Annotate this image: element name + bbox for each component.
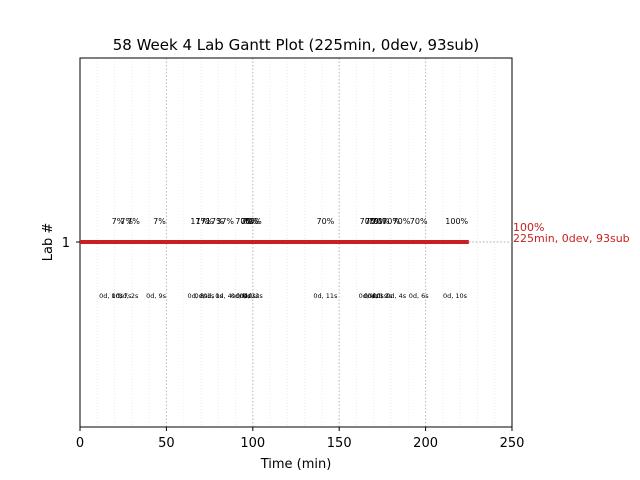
duration-label: 0d, 4s: [386, 292, 407, 300]
x-axis-label: Time (min): [260, 457, 332, 472]
progress-label: 70%: [244, 217, 262, 226]
end-label-percent: 100%: [513, 221, 544, 234]
duration-label: 0d, 2s: [243, 292, 264, 300]
progress-label: 17%: [190, 217, 208, 226]
progress-label: 70%: [368, 217, 386, 226]
chart-title: 58 Week 4 Lab Gantt Plot (225min, 0dev, …: [113, 36, 480, 54]
y-tick-label: 1: [62, 236, 70, 251]
duration-label: 0d, 2s: [118, 292, 139, 300]
progress-label: 70%: [242, 217, 260, 226]
x-tick-label: 150: [327, 436, 352, 451]
progress-label: 17%: [196, 217, 214, 226]
end-label-detail: 225min, 0dev, 93sub: [513, 232, 630, 245]
duration-label: 0d, 1s: [194, 292, 215, 300]
duration-label: 0d, 11s: [313, 292, 338, 300]
progress-label: 70%: [410, 217, 428, 226]
duration-label: 0d, 9s: [146, 292, 167, 300]
duration-label: 0d, 8s: [188, 292, 209, 300]
x-axis-ticks: 0 50 100 150 200 250: [76, 427, 525, 451]
duration-label: 0d, 3s: [372, 292, 393, 300]
progress-label: 70%: [235, 217, 253, 226]
progress-label: 7%: [153, 217, 166, 226]
progress-label: 7%: [127, 217, 140, 226]
duration-label: 0d, 10s: [99, 292, 124, 300]
duration-label: 0d, 4s: [231, 292, 252, 300]
progress-label: 17%: [206, 217, 224, 226]
duration-label: 0d, 6s: [409, 292, 430, 300]
duration-label: 0d, 4s: [359, 292, 380, 300]
progress-label: 7%: [120, 217, 133, 226]
x-tick-label: 200: [413, 436, 438, 451]
x-tick-label: 250: [500, 436, 525, 451]
progress-label: 70%: [316, 217, 334, 226]
duration-label: 0d, 10s: [443, 292, 468, 300]
x-tick-label: 50: [158, 436, 175, 451]
progress-label: 70%: [365, 217, 383, 226]
duration-label: 0d, 0s: [236, 292, 257, 300]
duration-label: 0d, 7s: [112, 292, 133, 300]
progress-label: 100%: [445, 217, 468, 226]
progress-label: 70%: [240, 217, 258, 226]
duration-label: 0d, 0s: [364, 292, 385, 300]
progress-label: 70%: [393, 217, 411, 226]
duration-label: 0d, 4s: [215, 292, 236, 300]
progress-label: 70%: [382, 217, 400, 226]
x-tick-label: 0: [76, 436, 84, 451]
progress-label: 70%: [372, 217, 390, 226]
duration-label: 0d, 1s: [239, 292, 260, 300]
progress-label: 37%: [216, 217, 234, 226]
duration-label: 0d, 1s: [203, 292, 224, 300]
y-axis-label: Lab #: [41, 223, 56, 262]
x-tick-label: 100: [240, 436, 265, 451]
progress-label: 7%: [112, 217, 125, 226]
progress-label: 70%: [360, 217, 378, 226]
progress-annotations: 7%7%7% 7% 17%17%17%37% 70%70%70%70% 70% 70%70…: [112, 217, 469, 226]
duration-label: 0d, 1s: [367, 292, 388, 300]
